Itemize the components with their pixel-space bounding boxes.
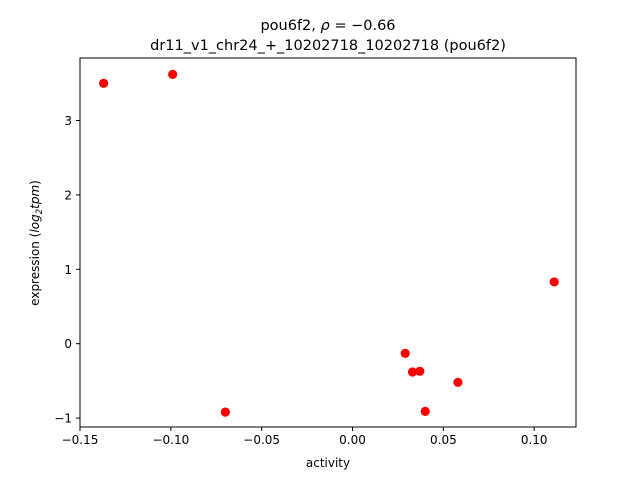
x-axis-ticks: −0.15 −0.10 −0.05 0.00 0.05 0.10 xyxy=(62,427,548,447)
x-axis-label: activity xyxy=(306,456,350,470)
data-point-4 xyxy=(400,348,410,358)
y-tick-label: 1 xyxy=(64,263,72,277)
x-tick-label: −0.15 xyxy=(62,433,99,447)
data-point-7 xyxy=(420,406,430,416)
y-tick-label: 3 xyxy=(64,114,72,128)
x-tick-label: −0.05 xyxy=(243,433,280,447)
x-tick-label: −0.10 xyxy=(152,433,189,447)
data-point-5 xyxy=(407,367,418,377)
data-point-3 xyxy=(220,407,230,417)
y-tick-label: −1 xyxy=(54,412,72,426)
data-point-1 xyxy=(99,78,109,88)
x-tick-label: 0.00 xyxy=(339,433,366,447)
x-tick-label: 0.05 xyxy=(430,433,457,447)
data-point-8 xyxy=(453,377,463,387)
data-points xyxy=(99,69,559,417)
y-tick-label: 2 xyxy=(64,188,72,202)
chart-title-line1: pou6f2, ρ = −0.66 xyxy=(260,18,395,34)
y-tick-label: 0 xyxy=(64,337,72,351)
y-axis-ticks: −1 0 1 2 3 xyxy=(54,114,80,426)
data-point-2 xyxy=(168,69,178,79)
data-point-9 xyxy=(549,277,559,287)
chart-title-line2: dr11_v1_chr24_+_10202718_10202718 (pou6f… xyxy=(150,38,506,54)
data-point-6 xyxy=(415,366,425,376)
y-axis-label: expression (log2tpm) xyxy=(28,180,45,306)
x-tick-label: 0.10 xyxy=(521,433,548,447)
plot-frame xyxy=(79,57,577,428)
